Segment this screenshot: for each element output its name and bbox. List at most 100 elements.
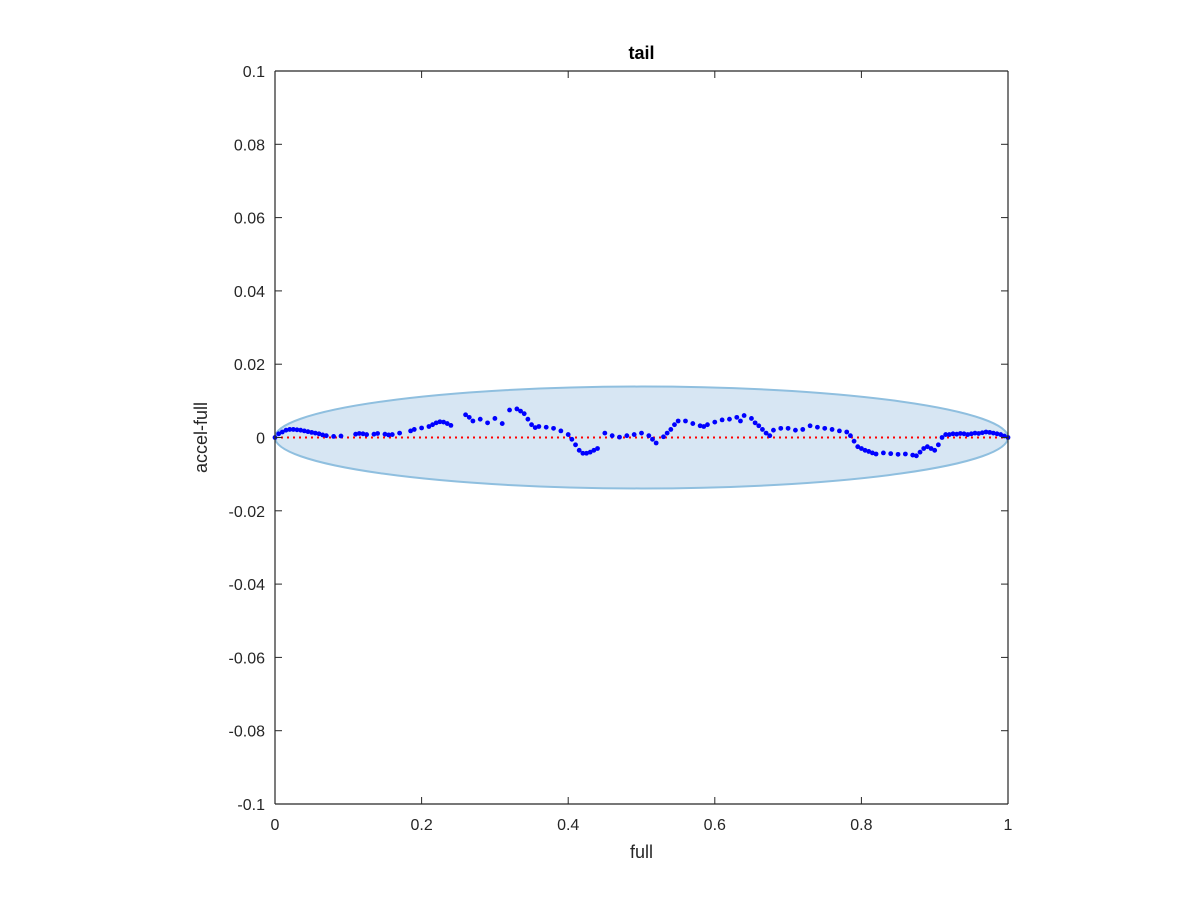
data-point [924,444,930,450]
data-point [763,430,769,436]
data-point [994,431,1000,437]
data-point [738,418,743,424]
data-point [778,425,784,431]
data-point [536,424,542,429]
x-tick-label: 1 [1004,817,1013,834]
data-point [587,449,593,455]
y-tick-label: 0 [256,431,265,448]
data-point [749,416,754,421]
y-tick-label: 0.02 [234,357,265,374]
data-point [569,436,575,442]
data-point [646,433,652,439]
data-point [397,430,403,436]
data-point [756,423,762,429]
data-point [869,450,875,456]
data-point [507,407,512,413]
data-point [551,425,556,431]
data-point [375,431,381,436]
data-point [935,442,941,448]
y-tick-label: 0.1 [243,64,265,81]
data-point [320,432,326,438]
data-point [983,429,989,435]
data-point [701,424,707,429]
data-point [913,453,919,459]
data-point [290,427,296,432]
y-tick-label: -0.1 [237,797,265,814]
data-point [276,431,282,437]
data-point [653,440,659,446]
x-tick-label: 0.8 [850,817,872,834]
data-point [386,432,392,438]
data-point [331,434,337,439]
data-point [888,451,894,457]
data-point [430,422,435,428]
data-point [705,422,710,428]
data-point [855,444,861,450]
data-point [829,427,835,432]
data-point [741,413,747,418]
data-point [859,446,864,451]
data-point [609,433,615,439]
data-point [323,433,329,439]
data-point [426,424,432,429]
data-point [485,420,490,426]
data-point [807,423,813,429]
x-tick-label: 0.2 [410,817,432,834]
data-point [990,430,996,436]
y-tick-label: -0.06 [229,650,266,667]
data-point [965,432,971,437]
data-point [298,427,304,433]
data-point [946,432,952,437]
data-point [873,451,879,457]
data-point [631,432,637,437]
data-point [998,432,1004,437]
data-point [752,420,758,426]
data-point [437,419,443,425]
data-point [448,423,454,428]
data-point [928,446,934,451]
data-point [910,452,916,458]
data-point [771,427,776,433]
data-point [364,432,370,437]
data-point [580,450,586,456]
data-point [356,431,362,436]
data-point [624,433,630,439]
data-point [309,429,315,435]
data-point [957,431,963,436]
data-point [719,417,725,423]
data-point [360,431,366,437]
data-point [793,427,798,433]
data-point [664,430,670,436]
data-point [683,418,688,424]
data-point [338,433,344,439]
data-point [767,433,773,439]
data-point [470,418,476,424]
data-point [492,416,498,421]
data-point [444,421,450,426]
data-point [972,430,978,436]
data-point [499,421,505,426]
data-point [283,427,289,433]
data-point [668,427,674,432]
data-point [844,429,850,435]
data-point [979,430,985,436]
data-point [521,411,527,417]
data-point [294,427,300,433]
y-tick-label: -0.08 [229,724,266,741]
data-point [514,406,520,412]
data-point [760,427,765,432]
data-point [591,447,597,453]
data-point [727,416,732,422]
data-point [785,425,791,431]
data-point [312,430,318,436]
data-point [734,414,740,420]
data-point [518,408,523,414]
data-point [880,450,886,456]
data-point [697,423,703,429]
data-point [301,428,307,434]
data-point [279,429,285,435]
data-point [932,447,938,453]
x-tick-label: 0.6 [704,817,726,834]
data-point [837,428,842,434]
